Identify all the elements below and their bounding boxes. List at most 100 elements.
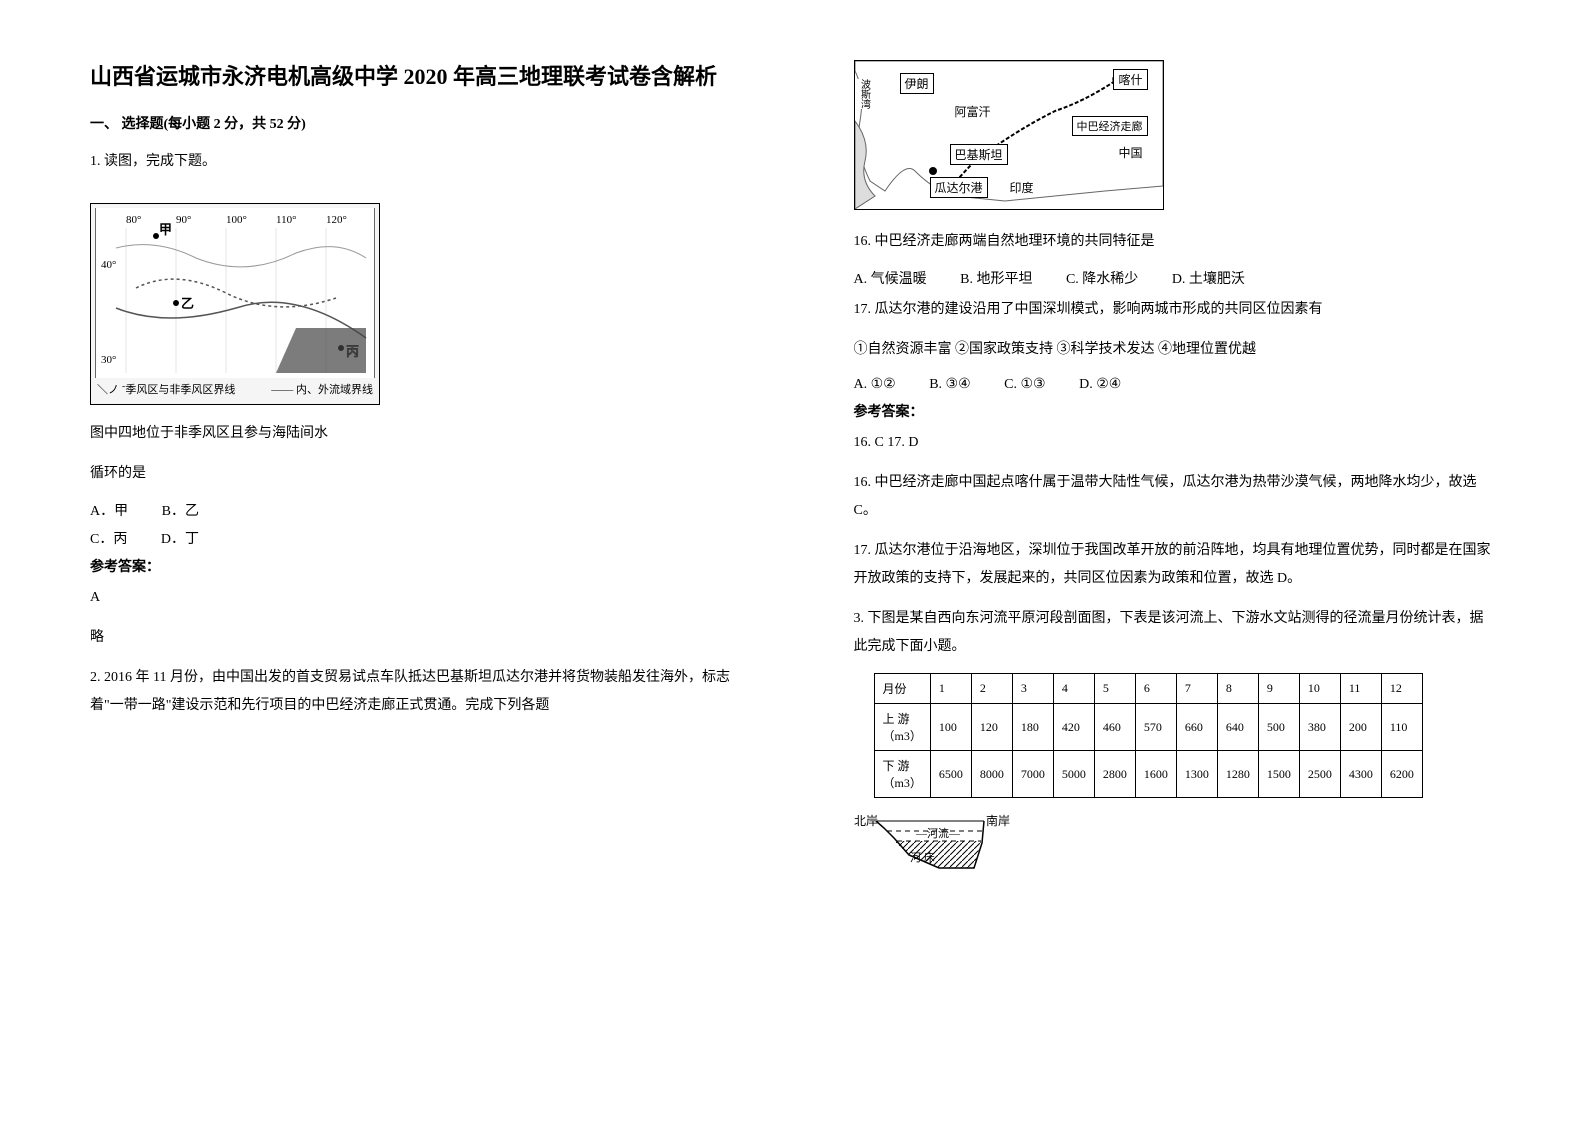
r1-12: 110 [1381,704,1422,751]
q1-answer: A [90,584,734,612]
h-10: 10 [1299,674,1340,704]
r1-8: 640 [1217,704,1258,751]
lat-30: 30° [101,354,116,366]
table-header-row: 月份 1 2 3 4 5 6 7 8 9 10 11 12 [874,674,1422,704]
h-6: 6 [1135,674,1176,704]
h-7: 7 [1176,674,1217,704]
r2-4: 5000 [1053,751,1094,798]
h-3: 3 [1012,674,1053,704]
r1-11: 200 [1340,704,1381,751]
r1-5: 460 [1094,704,1135,751]
legend-drainage: —— 内、外流域界线 [271,381,373,397]
r1-label: 上 游 （m3） [874,704,930,751]
h-8: 8 [1217,674,1258,704]
q1-legend: ＼ノ ˜季风区与非季风区界线 —— 内、外流域界线 [95,378,375,400]
q1-options-row2: C．丙 D．丁 [90,528,734,548]
q2-stem: 2. 2016 年 11 月份，由中国出发的首支贸易试点车队抵达巴基斯坦瓜达尔港… [90,664,734,720]
q1-opt-b: B．乙 [162,500,199,520]
h-2: 2 [971,674,1012,704]
label-gulf: 波斯湾 [857,79,872,109]
q16-opt-b: B. 地形平坦 [960,268,1032,288]
r1-3: 180 [1012,704,1053,751]
r1-2: 120 [971,704,1012,751]
q1-stem: 1. 读图，完成下题。 [90,148,734,176]
river-flow-label: —河流— [915,826,961,840]
q2-explain16: 16. 中巴经济走廊中国起点喀什属于温带大陆性气候，瓜达尔港为热带沙漠气候，两地… [854,469,1498,525]
marker-jia: 甲 [159,222,172,237]
q1-opt-a: A．甲 [90,500,128,520]
river-svg: 北岸 南岸 —河流— 河 床 [854,813,1014,873]
q1-subtext2: 循环的是 [90,460,734,488]
label-gwadar: 瓜达尔港 [930,177,988,198]
r2-10: 2500 [1299,751,1340,798]
south-bank-label: 南岸 [986,813,1010,828]
r1-4: 420 [1053,704,1094,751]
q2-map-inner: 伊朗 阿富汗 巴基斯坦 中国 印度 喀什 中巴经济走廊 瓜达尔港 波斯湾 [855,61,1163,209]
h-month: 月份 [874,674,930,704]
h-4: 4 [1053,674,1094,704]
q1-options-row1: A．甲 B．乙 [90,500,734,520]
h-9: 9 [1258,674,1299,704]
q16-opt-d: D. 土壤肥沃 [1172,268,1245,288]
q17-stem: 17. 瓜达尔港的建设沿用了中国深圳模式，影响两城市形成的共同区位因素有 [854,296,1498,324]
r2-9: 1500 [1258,751,1299,798]
table-row-lower: 下 游 （m3） 6500 8000 7000 5000 2800 1600 1… [874,751,1422,798]
section-header: 一、 选择题(每小题 2 分，共 52 分) [90,113,734,133]
legend-monsoon: ＼ノ ˜季风区与非季风区界线 [97,381,235,397]
q16-options: A. 气候温暖 B. 地形平坦 C. 降水稀少 D. 土壤肥沃 [854,268,1498,288]
r2-2: 8000 [971,751,1012,798]
q17-opt-c: C. ①③ [1004,376,1045,393]
map-svg: 80° 90° 100° 110° 120° 40° 30° 甲 乙 [96,208,374,378]
q2-answer-label: 参考答案： [854,401,1498,421]
label-india: 印度 [1010,179,1034,196]
q17-sub: ①自然资源丰富 ②国家政策支持 ③科学技术发达 ④地理位置优越 [854,336,1498,364]
label-afghanistan: 阿富汗 [955,103,991,120]
coord-110: 110° [276,214,297,226]
marker-yi: 乙 [181,296,194,311]
coord-120: 120° [326,214,347,226]
r2-7: 1300 [1176,751,1217,798]
h-1: 1 [930,674,971,704]
q16-opt-c: C. 降水稀少 [1066,268,1138,288]
q1-opt-c: C．丙 [90,528,127,548]
q17-opt-b: B. ③④ [929,376,970,393]
q3-stem: 3. 下图是某自西向东河流平原河段剖面图，下表是该河流上、下游水文站测得的径流量… [854,605,1498,661]
lat-40: 40° [101,259,116,271]
q3-table: 月份 1 2 3 4 5 6 7 8 9 10 11 12 上 游 （m3） 1… [874,673,1423,798]
r1-10: 380 [1299,704,1340,751]
q16-stem: 16. 中巴经济走廊两端自然地理环境的共同特征是 [854,228,1498,256]
r2-6: 1600 [1135,751,1176,798]
river-diagram: 北岸 南岸 —河流— 河 床 [854,813,1014,873]
r2-1: 6500 [930,751,971,798]
q2-map: 伊朗 阿富汗 巴基斯坦 中国 印度 喀什 中巴经济走廊 瓜达尔港 波斯湾 [854,60,1164,210]
q17-opt-a: A. ①② [854,376,896,393]
river-bed-label: 河 床 [910,850,935,864]
r1-7: 660 [1176,704,1217,751]
north-bank-label: 北岸 [854,814,878,828]
r2-label: 下 游 （m3） [874,751,930,798]
label-china: 中国 [1118,144,1142,161]
q16-opt-a: A. 气候温暖 [854,268,927,288]
r1-6: 570 [1135,704,1176,751]
q2-explain17: 17. 瓜达尔港位于沿海地区，深圳位于我国改革开放的前沿阵地，均具有地理位置优势… [854,537,1498,593]
q1-subtext1: 图中四地位于非季风区且参与海陆间水 [90,420,734,448]
table-row-upper: 上 游 （m3） 100 120 180 420 460 570 660 640… [874,704,1422,751]
r2-3: 7000 [1012,751,1053,798]
coord-90: 90° [176,214,191,226]
label-iran: 伊朗 [900,73,934,94]
r1-1: 100 [930,704,971,751]
r2-11: 4300 [1340,751,1381,798]
label-kashi: 喀什 [1113,69,1147,90]
coord-80: 80° [126,214,141,226]
coord-100: 100° [226,214,247,226]
h-11: 11 [1340,674,1381,704]
q1-opt-d: D．丁 [161,528,199,548]
q1-explain: 略 [90,624,734,652]
q17-opt-d: D. ②④ [1079,376,1121,393]
r2-5: 2800 [1094,751,1135,798]
q1-map: 80° 90° 100° 110° 120° 40° 30° 甲 乙 [95,208,375,378]
r2-12: 6200 [1381,751,1422,798]
q1-figure: 80° 90° 100° 110° 120° 40° 30° 甲 乙 [90,203,380,405]
label-pakistan: 巴基斯坦 [950,144,1008,165]
h-12: 12 [1381,674,1422,704]
